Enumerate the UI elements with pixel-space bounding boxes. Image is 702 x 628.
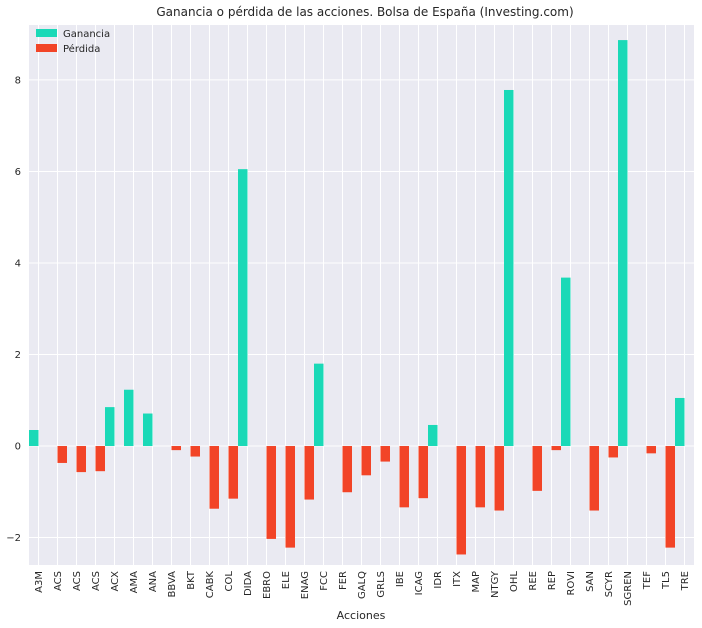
x-axis: A3M ACS ACS ACS ACX AMA ANA BBVA BKT CABK COL DIDA E…: [34, 570, 691, 606]
bar-ganancia-31: [618, 40, 628, 447]
legend-label-ganancia: Ganancia: [63, 29, 110, 40]
legend-label-perdida: Pérdida: [63, 43, 100, 55]
bar-ganancia-4: [105, 407, 115, 447]
x-tick-label: REE: [528, 571, 539, 591]
x-tick-label: SGREN: [623, 571, 634, 606]
x-tick-label: TRE: [680, 571, 691, 591]
x-tick-label: ACS: [91, 571, 102, 591]
x-tick-label: ITX: [452, 571, 463, 587]
y-tick-label: 8: [15, 75, 21, 86]
bar-ganancia-21: [428, 424, 438, 447]
bars: [29, 40, 685, 555]
legend-swatch-perdida: [36, 44, 57, 52]
bar-ganancia-6: [143, 413, 153, 447]
x-tick-label: CABK: [205, 571, 216, 599]
x-tick-label: IDR: [433, 571, 444, 589]
x-tick-label: ICAG: [414, 571, 425, 595]
bar-perdida-3: [95, 446, 105, 472]
x-tick-label: ACS: [72, 571, 83, 591]
bar-perdida-33: [665, 446, 675, 548]
bar-perdida-23: [475, 446, 485, 508]
bar-perdida-14: [304, 446, 314, 500]
x-tick-label: ROVI: [566, 571, 577, 595]
bar-perdida-32: [646, 446, 656, 454]
bar-perdida-17: [361, 446, 371, 476]
bar-perdida-18: [380, 446, 390, 462]
bar-perdida-9: [209, 446, 219, 509]
bar-perdida-10: [228, 446, 238, 499]
x-tick-label: FER: [338, 571, 349, 590]
x-tick-label: SAN: [585, 571, 596, 592]
x-tick-label: TEF: [642, 571, 653, 590]
bar-perdida-20: [418, 446, 428, 499]
x-tick-label: FCC: [319, 571, 330, 591]
bar-perdida-24: [494, 446, 504, 511]
x-tick-label: DIDA: [243, 571, 254, 596]
y-tick-label: 6: [15, 167, 21, 178]
y-axis: −2 0 2 4 6 8: [6, 75, 21, 544]
x-tick-label: NTGY: [490, 570, 501, 598]
x-tick-label: REP: [547, 571, 558, 590]
bar-perdida-1: [57, 446, 67, 463]
bar-ganancia-28: [561, 277, 571, 447]
x-tick-label: AMA: [129, 571, 140, 593]
x-tick-label: A3M: [34, 571, 45, 593]
x-tick-label: ACX: [110, 571, 121, 592]
bar-perdida-30: [608, 446, 618, 458]
y-tick-label: 4: [15, 258, 21, 269]
x-tick-label: COL: [224, 571, 235, 592]
x-tick-label: ENAG: [300, 571, 311, 599]
x-tick-label: ELE: [281, 571, 292, 589]
bar-perdida-26: [532, 446, 542, 491]
y-tick-label: 2: [15, 350, 21, 361]
y-tick-label: 0: [15, 442, 21, 453]
bar-perdida-13: [285, 446, 295, 548]
bar-perdida-29: [589, 446, 599, 511]
bar-perdida-12: [266, 446, 276, 539]
legend-swatch-ganancia: [36, 29, 57, 37]
x-tick-label: MAP: [471, 571, 482, 593]
x-tick-label: EBRO: [262, 571, 273, 599]
bar-perdida-27: [551, 446, 561, 451]
x-tick-label: OHL: [509, 571, 520, 592]
x-tick-label: GALQ: [357, 571, 368, 599]
x-tick-label: BKT: [186, 570, 197, 590]
x-axis-label: Acciones: [337, 609, 386, 622]
bar-perdida-2: [76, 446, 86, 473]
bar-ganancia-15: [314, 363, 324, 447]
bar-ganancia-11: [238, 169, 248, 447]
x-tick-label: ACS: [53, 571, 64, 591]
bar-ganancia-34: [675, 397, 685, 447]
bar-ganancia-25: [504, 89, 514, 447]
bar-perdida-7: [171, 446, 181, 451]
x-tick-label: ANA: [148, 571, 159, 592]
x-tick-label: BBVA: [167, 571, 178, 598]
x-tick-label: IBE: [395, 571, 406, 587]
x-tick-label: GRLS: [376, 571, 387, 598]
bar-perdida-8: [190, 446, 200, 457]
y-tick-label: −2: [6, 533, 21, 544]
legend: Ganancia Pérdida: [36, 29, 110, 55]
bar-perdida-16: [342, 446, 352, 493]
bar-ganancia-0: [29, 430, 39, 447]
bar-perdida-22: [456, 446, 466, 555]
bar-ganancia-5: [124, 389, 134, 447]
x-tick-label: SCYR: [604, 571, 615, 597]
x-tick-label: TL5: [661, 571, 672, 590]
bar-perdida-19: [399, 446, 409, 508]
chart-title: Ganancia o pérdida de las acciones. Bols…: [156, 5, 573, 19]
